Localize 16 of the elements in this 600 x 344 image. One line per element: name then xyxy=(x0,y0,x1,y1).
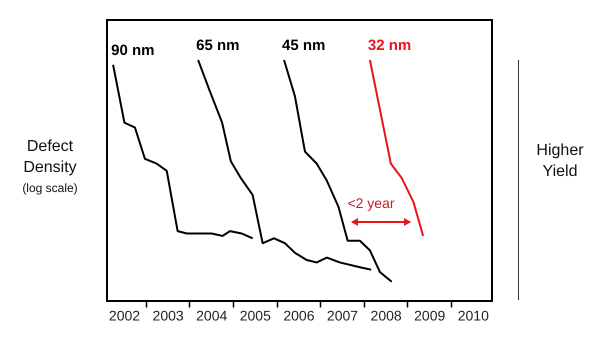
series-label: 32 nm xyxy=(368,37,412,54)
x-tick-label: 2004 xyxy=(196,308,228,324)
y2-axis-title: Higher Yield xyxy=(535,141,585,182)
series-label: 65 nm xyxy=(196,37,240,54)
x-tick-label: 2008 xyxy=(370,308,402,324)
series-label: 45 nm xyxy=(282,37,326,54)
x-tick-label: 2005 xyxy=(240,308,272,324)
y-axis-title: Defect Density (log scale) xyxy=(21,137,79,197)
x-tick-label: 2006 xyxy=(283,308,315,324)
x-tick-label: 2010 xyxy=(458,308,490,324)
x-tick-label: 2003 xyxy=(152,308,184,324)
series-label: 90 nm xyxy=(111,42,154,59)
x-tick-label: 2007 xyxy=(326,308,358,324)
annotation: <2 year xyxy=(347,195,395,211)
x-tick-label: 2009 xyxy=(414,308,446,324)
x-tick-label: 2002 xyxy=(108,308,140,324)
